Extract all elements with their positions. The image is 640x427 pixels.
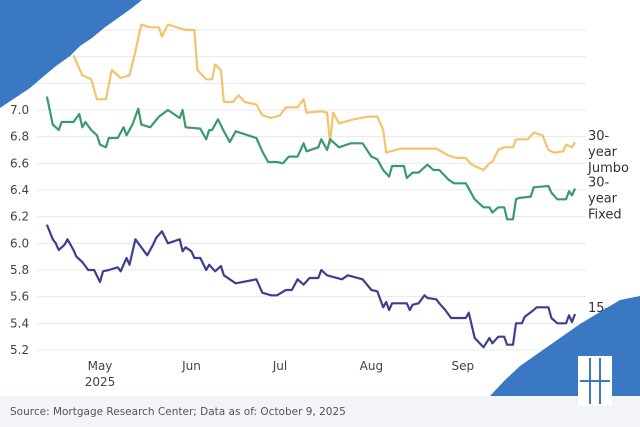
series-lines (45, 23, 577, 349)
x-tick-label: Sep (452, 359, 475, 373)
y-tick-label: 6.4 (10, 183, 29, 197)
x-axis-ticks: May2025JunJulAugSepOct (85, 359, 562, 389)
x-tick-label: Aug (360, 359, 383, 373)
series-label: Jumbo (587, 161, 629, 176)
series-label: year (588, 145, 618, 160)
y-tick-label: 7.0 (10, 103, 29, 117)
y-tick-label: 6.8 (10, 130, 29, 144)
y-tick-label: 5.2 (10, 343, 29, 357)
series-label: 30- (588, 176, 610, 191)
decorative-banner-top-left (0, 0, 142, 108)
series-label: year (588, 192, 618, 207)
y-tick-label: 5.4 (10, 316, 29, 330)
series-line-1 (45, 96, 577, 221)
series-line-2 (45, 224, 577, 349)
x-tick-label: Jul (272, 359, 287, 373)
grid-logo-icon (578, 356, 612, 406)
x-tick-label: Jun (181, 359, 201, 373)
y-tick-label: 6.0 (10, 236, 29, 250)
gridlines (37, 29, 586, 351)
y-tick-label: 5.6 (10, 290, 29, 304)
footer-band (0, 396, 640, 427)
x-tick-year-label: 2025 (85, 375, 116, 389)
x-tick-label: May (88, 359, 113, 373)
y-tick-label: 5.8 (10, 263, 29, 277)
source-note: Source: Mortgage Research Center; Data a… (10, 406, 346, 418)
y-tick-label: 6.6 (10, 156, 29, 170)
y-tick-label: 6.2 (10, 210, 29, 224)
series-label: 30- (588, 129, 610, 144)
series-label: Fixed (588, 208, 622, 223)
series-line-0 (72, 23, 576, 172)
